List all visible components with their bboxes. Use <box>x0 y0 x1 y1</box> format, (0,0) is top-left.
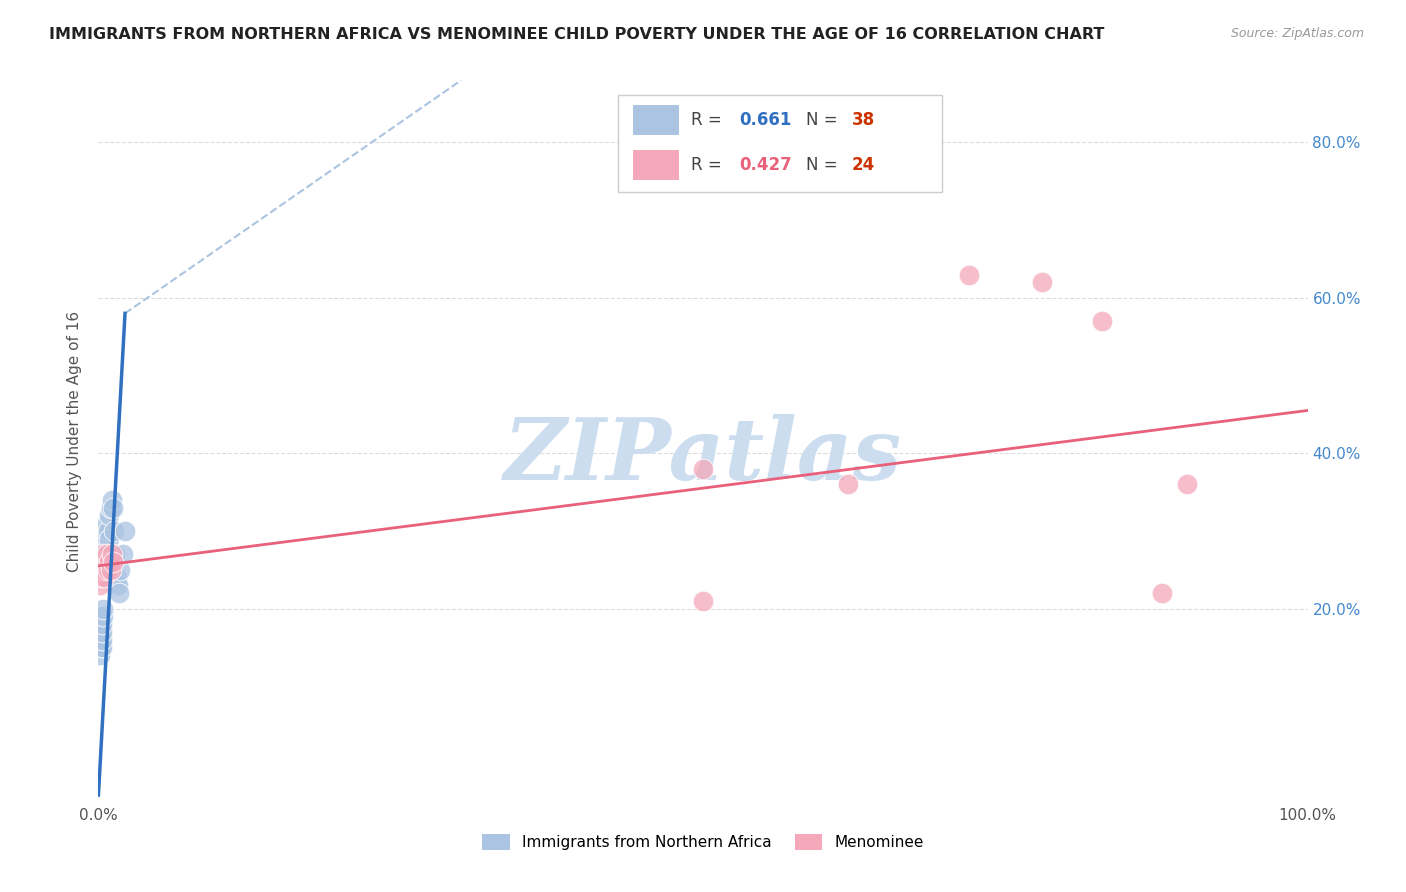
Point <box>94 555 117 569</box>
Point <box>957 268 980 282</box>
Point <box>90 617 112 632</box>
Point <box>90 609 112 624</box>
Point <box>108 586 131 600</box>
Point <box>1175 477 1198 491</box>
Point <box>100 563 122 577</box>
Point <box>91 617 114 632</box>
Point <box>89 648 111 663</box>
Point <box>93 555 115 569</box>
Point <box>91 601 114 615</box>
Point <box>96 516 118 530</box>
Point <box>90 640 112 655</box>
Point <box>91 640 114 655</box>
Text: R =: R = <box>690 111 727 129</box>
Point <box>111 547 134 561</box>
Point <box>692 461 714 475</box>
Point <box>90 624 112 639</box>
FancyBboxPatch shape <box>633 150 679 180</box>
Point <box>89 570 111 584</box>
Legend: Immigrants from Northern Africa, Menominee: Immigrants from Northern Africa, Menomin… <box>477 829 929 856</box>
Point <box>94 532 117 546</box>
Point <box>91 609 114 624</box>
Point <box>107 578 129 592</box>
Text: 24: 24 <box>852 156 875 174</box>
Point <box>89 578 111 592</box>
Point <box>100 547 122 561</box>
Point <box>91 624 114 639</box>
Point <box>1152 586 1174 600</box>
Point <box>91 547 114 561</box>
Point <box>89 624 111 639</box>
Point <box>100 492 122 507</box>
Point <box>93 570 115 584</box>
Point <box>90 563 112 577</box>
Text: Source: ZipAtlas.com: Source: ZipAtlas.com <box>1230 27 1364 40</box>
Point <box>98 532 121 546</box>
Point <box>1091 314 1114 328</box>
FancyBboxPatch shape <box>619 95 942 193</box>
Point <box>93 563 115 577</box>
Point <box>98 508 121 523</box>
Point <box>97 563 120 577</box>
Point <box>89 640 111 655</box>
Text: 0.427: 0.427 <box>740 156 792 174</box>
Point <box>98 555 121 569</box>
Point <box>101 500 124 515</box>
Text: N =: N = <box>806 111 842 129</box>
Text: IMMIGRANTS FROM NORTHERN AFRICA VS MENOMINEE CHILD POVERTY UNDER THE AGE OF 16 C: IMMIGRANTS FROM NORTHERN AFRICA VS MENOM… <box>49 27 1105 42</box>
Point <box>101 555 124 569</box>
Point <box>97 540 120 554</box>
Point <box>1031 275 1053 289</box>
Point <box>104 547 127 561</box>
Point <box>90 632 112 647</box>
Point <box>91 555 114 569</box>
Text: R =: R = <box>690 156 727 174</box>
Point <box>93 540 115 554</box>
Point <box>114 524 136 538</box>
Point <box>103 524 125 538</box>
Y-axis label: Child Poverty Under the Age of 16: Child Poverty Under the Age of 16 <box>67 311 83 572</box>
Point <box>96 547 118 561</box>
Point <box>93 547 115 561</box>
Point <box>96 547 118 561</box>
Point <box>91 563 114 577</box>
Point <box>105 570 128 584</box>
FancyBboxPatch shape <box>633 105 679 136</box>
Point <box>89 632 111 647</box>
Point <box>94 524 117 538</box>
Point <box>91 632 114 647</box>
Point <box>100 500 122 515</box>
Text: ZIPatlas: ZIPatlas <box>503 414 903 498</box>
Point <box>692 594 714 608</box>
Point <box>837 477 859 491</box>
Point <box>97 524 120 538</box>
Point <box>90 570 112 584</box>
Text: 0.661: 0.661 <box>740 111 792 129</box>
Point <box>91 563 114 577</box>
Point <box>108 563 131 577</box>
Text: N =: N = <box>806 156 842 174</box>
Text: 38: 38 <box>852 111 875 129</box>
